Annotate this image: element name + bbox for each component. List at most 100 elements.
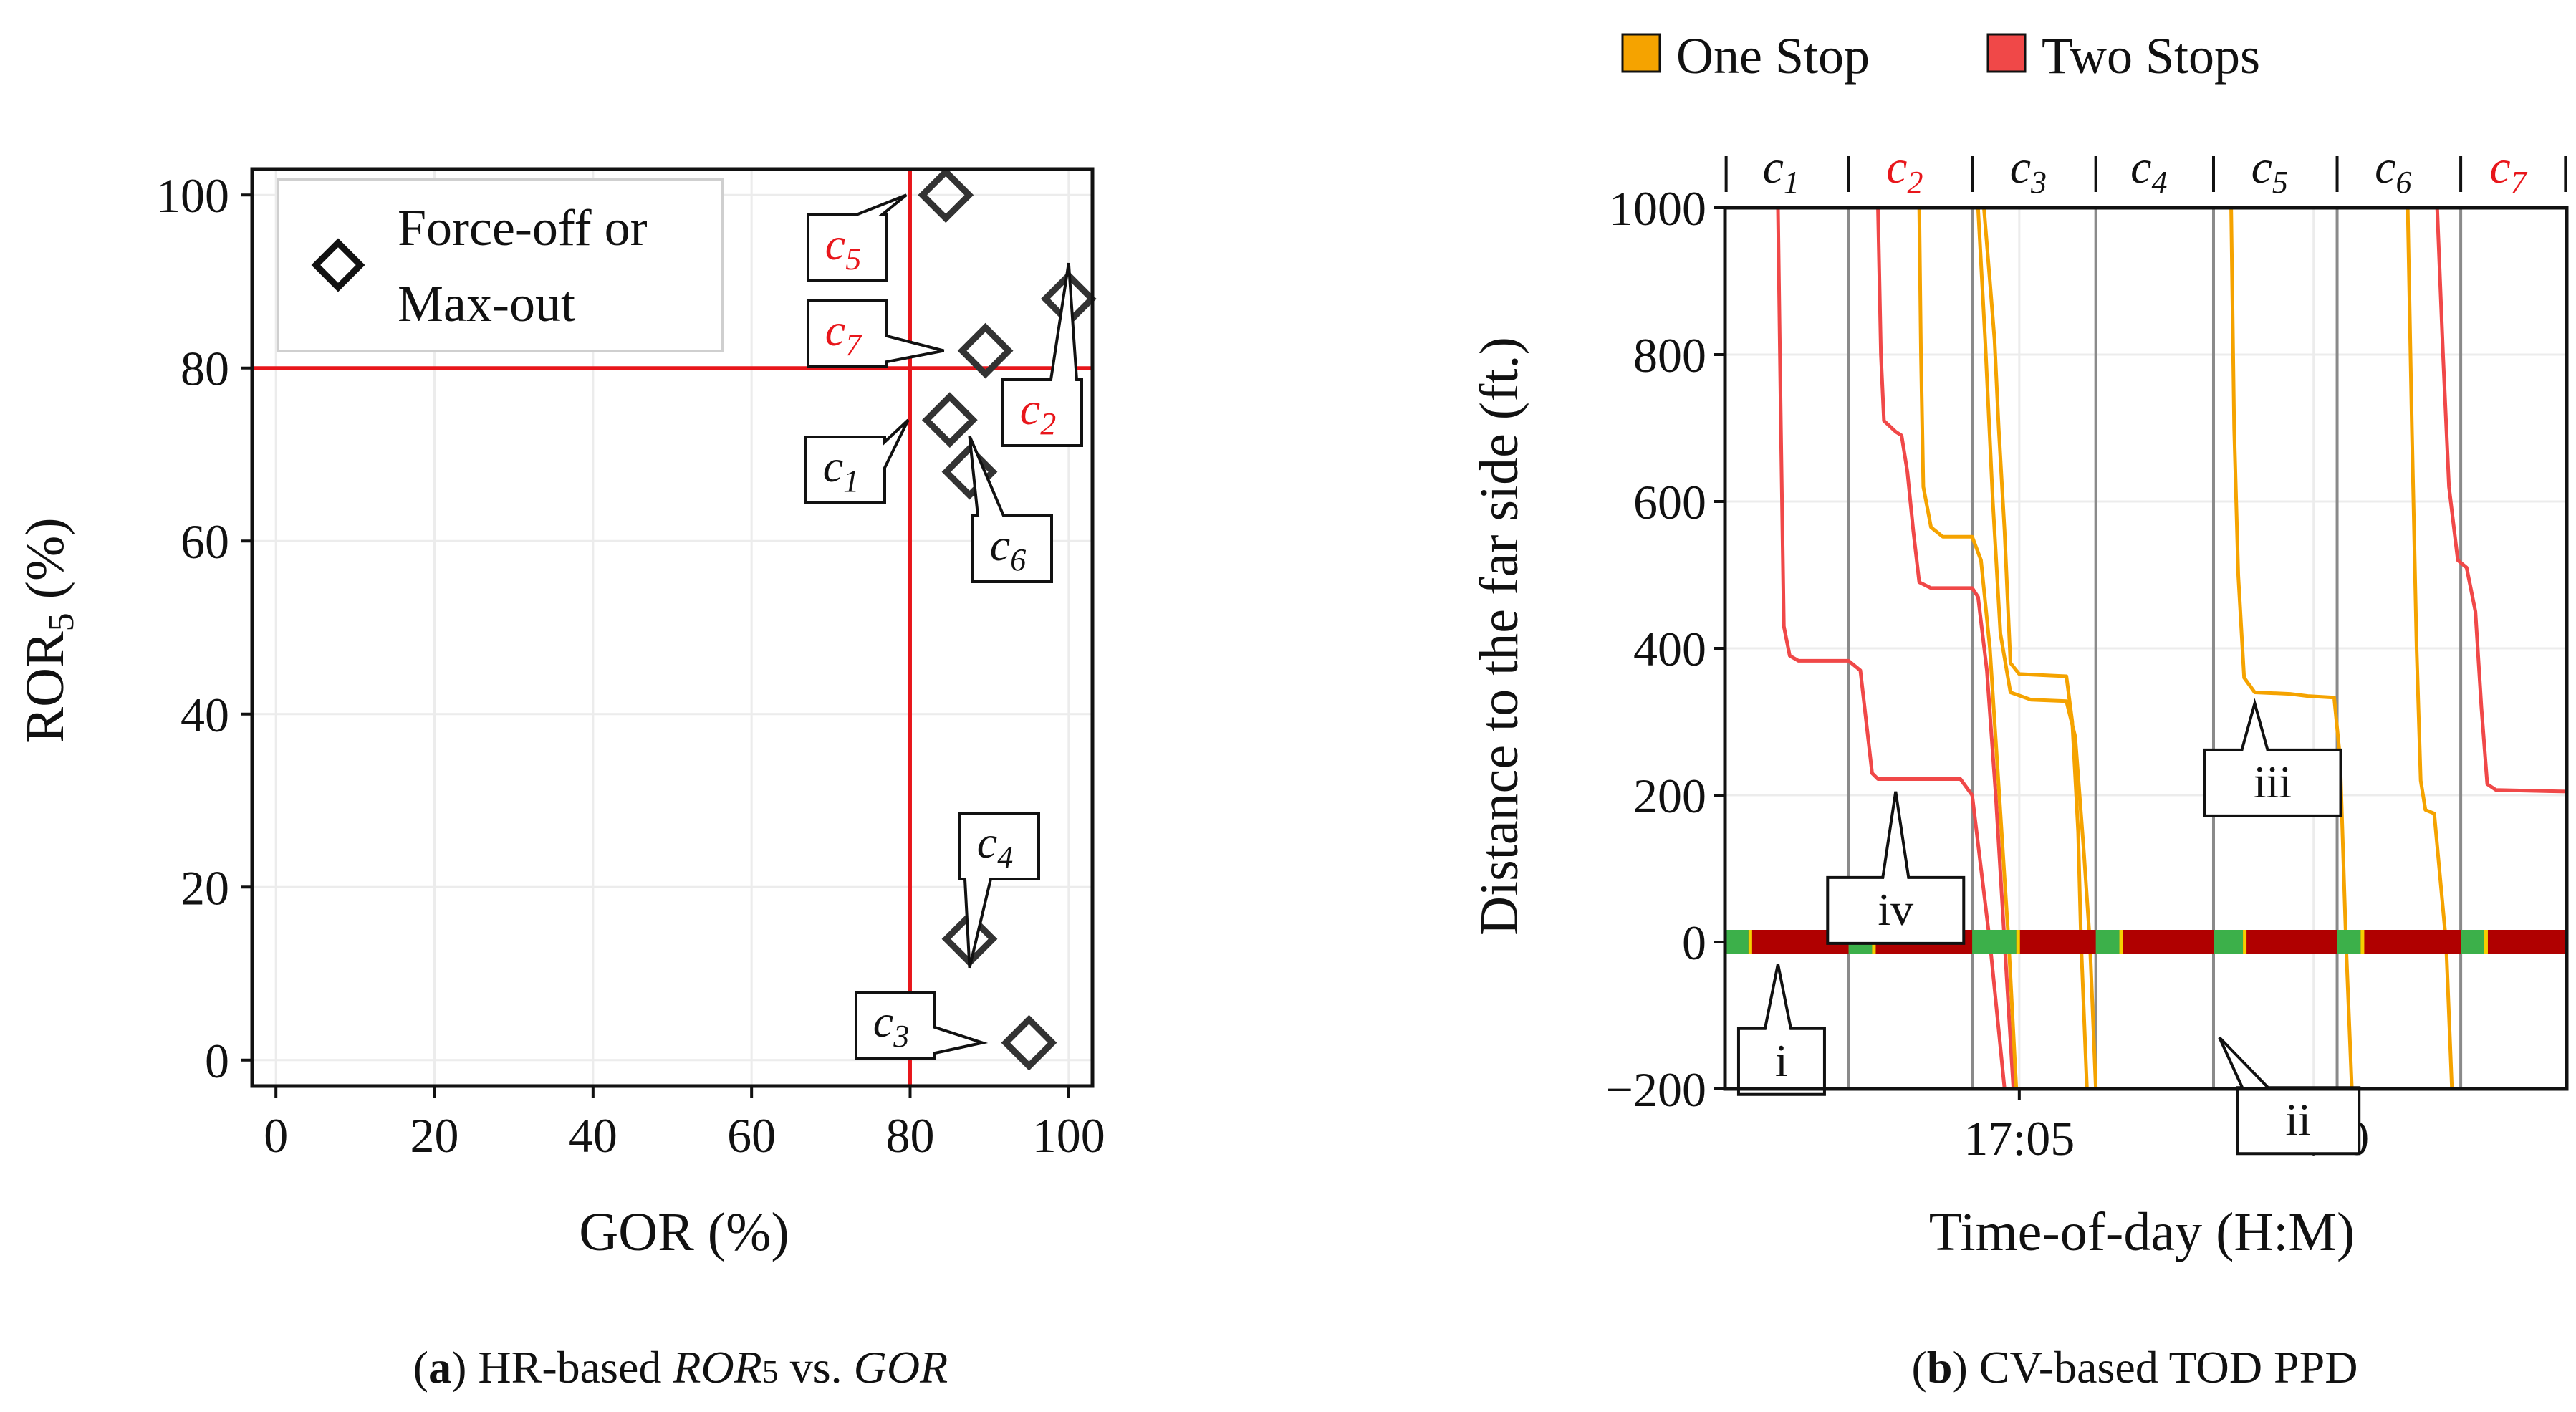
a-callout-box-c6 xyxy=(968,435,1053,583)
b-cycle-letter-c1: c xyxy=(1763,141,1784,193)
b-callout-box-iii xyxy=(2203,698,2342,817)
a-callout-letter-c7: c xyxy=(825,304,845,355)
b-cycle-sub-c3: 3 xyxy=(2030,165,2047,200)
b-trajectory-one-stop-6 xyxy=(1976,208,2098,1089)
b-callout-box-i xyxy=(1736,964,1826,1096)
b-signal-yellow-1 xyxy=(1748,930,1752,954)
b-y-tick-1000: 1000 xyxy=(1609,181,1706,236)
b-signal-yellow-6 xyxy=(2360,930,2365,954)
a-point-c4 xyxy=(941,911,998,967)
a-callout-letter-c5: c xyxy=(825,218,845,269)
a-caption-sub: 5 xyxy=(762,1353,779,1390)
b-callout-label-i: i xyxy=(1775,1035,1788,1086)
a-caption-ror: ROR xyxy=(672,1342,761,1393)
a-y-label-sub: 5 xyxy=(41,613,82,631)
b-gridlines xyxy=(1725,206,2567,1090)
a-callout-box-c3 xyxy=(855,991,989,1060)
a-x-tick-100: 100 xyxy=(1032,1108,1105,1163)
b-trajectory-one-stop-4 xyxy=(1917,208,2019,1089)
b-trajectories xyxy=(1776,208,2567,1089)
a-x-tick-40: 40 xyxy=(569,1108,617,1163)
a-plot-frame xyxy=(250,167,1095,1088)
b-cycle-labels: c1 c2 c3 c4 c5 c6 c7 xyxy=(1724,141,2567,200)
a-point-c1 xyxy=(921,392,978,448)
a-y-tick-20: 20 xyxy=(181,860,229,915)
a-y-label-tail: (%) xyxy=(15,517,75,613)
b-cycle-sub-c6: 6 xyxy=(2395,165,2411,200)
a-caption-mid: vs. xyxy=(779,1342,854,1393)
a-callout-label-c4: c4 xyxy=(977,817,1013,875)
a-y-axis-label: ROR5 (%) xyxy=(15,517,82,743)
a-callout-box-c1 xyxy=(804,418,910,504)
a-y-tick-0: 0 xyxy=(205,1034,229,1088)
a-callout-label-c1: c1 xyxy=(823,441,859,499)
b-cycle-label-c6: c6 xyxy=(2375,141,2411,200)
a-legend-box xyxy=(277,178,724,352)
b-y-tick-200: 200 xyxy=(1633,769,1706,823)
a-legend-line1: Force-off or xyxy=(398,199,648,256)
b-trajectory-one-stop-5 xyxy=(1982,208,2089,1089)
b-legend: One Stop Two Stops xyxy=(1621,27,2260,85)
a-callout-sub-c5: 5 xyxy=(845,241,861,277)
a-point-c5 xyxy=(918,167,974,224)
b-cycle-letter-c3: c xyxy=(2010,141,2031,193)
a-point-c7 xyxy=(957,322,1014,379)
a-legend-line2: Max-out xyxy=(398,275,575,332)
b-signal-green-6 xyxy=(2337,930,2361,954)
b-signal-green-7 xyxy=(2461,930,2484,954)
a-callout-sub-c7: 7 xyxy=(845,327,862,362)
b-trajectory-one-stop-8 xyxy=(2406,208,2454,1089)
b-signal-green-1 xyxy=(1725,930,1749,954)
b-cycle-label-c2: c2 xyxy=(1886,141,1923,200)
b-y-axis-label: Distance to the far side (ft.) xyxy=(1469,337,1529,936)
b-cycle-label-c3: c3 xyxy=(2010,141,2047,200)
b-caption-bold: b xyxy=(1927,1342,1953,1393)
b-cycle-letter-c6: c xyxy=(2375,141,2395,193)
b-trajectory-two-stops-1 xyxy=(1776,208,2007,1089)
a-callout-box-c5 xyxy=(807,193,908,282)
b-cycle-sub-c7: 7 xyxy=(2511,165,2528,200)
b-callout-box-iv xyxy=(1826,791,1966,945)
a-callout-sub-c1: 1 xyxy=(843,464,859,499)
b-legend-swatch-one-stop xyxy=(1621,33,1661,73)
a-x-tick-60: 60 xyxy=(727,1108,776,1163)
a-callout-box-c2 xyxy=(1001,262,1083,447)
b-y-tick--200: −200 xyxy=(1606,1062,1706,1117)
b-cycle-letter-c7: c xyxy=(2489,141,2510,193)
a-callout-sub-c4: 4 xyxy=(997,840,1013,875)
a-data-points xyxy=(918,167,1097,1071)
b-cycle-sub-c2: 2 xyxy=(1907,165,1923,200)
b-cycle-sub-c1: 1 xyxy=(1784,165,1799,200)
a-callout-label-c6: c6 xyxy=(990,519,1026,577)
a-callout-label-c2: c2 xyxy=(1020,383,1056,441)
b-cycle-sub-c5: 5 xyxy=(2272,165,2288,200)
b-plot-frame xyxy=(1723,206,2569,1091)
b-signal-green-3 xyxy=(1972,930,2017,954)
b-signal-green-5 xyxy=(2213,930,2244,954)
a-x-axis-label: GOR (%) xyxy=(579,1202,789,1262)
a-threshold-lines xyxy=(252,169,1092,1086)
b-caption-rest: ) CV-based TOD PPD xyxy=(1952,1342,2358,1393)
a-legend-marker xyxy=(311,238,365,292)
line-panel: One Stop Two Stops c1 c2 c3 c4 c5 c6 c7 −20002… xyxy=(1469,27,2569,1393)
a-point-c2 xyxy=(1040,271,1097,327)
b-callout-label-iii: iii xyxy=(2254,757,2292,807)
a-point-c3 xyxy=(1001,1014,1057,1071)
b-signal-yellow-4 xyxy=(2119,930,2123,954)
b-y-tick-800: 800 xyxy=(1633,328,1706,383)
b-cycle-label-c4: c4 xyxy=(2130,141,2167,200)
b-callout-label-iv: iv xyxy=(1878,884,1913,935)
b-cycle-letter-c4: c xyxy=(2130,141,2151,193)
b-legend-label-one-stop: One Stop xyxy=(1676,27,1870,85)
a-caption-gor: GOR xyxy=(854,1342,948,1393)
b-trajectory-two-stops-2 xyxy=(1876,208,2016,1089)
b-cycle-letter-c2: c xyxy=(1886,141,1907,193)
a-callout-sub-c6: 6 xyxy=(1010,542,1026,577)
a-callout-letter-c6: c xyxy=(990,519,1010,570)
b-y-tick-600: 600 xyxy=(1633,475,1706,529)
a-callout-letter-c2: c xyxy=(1020,383,1040,434)
b-trajectory-one-stop-7 xyxy=(2229,208,2354,1089)
a-callout-sub-c3: 3 xyxy=(893,1019,909,1054)
